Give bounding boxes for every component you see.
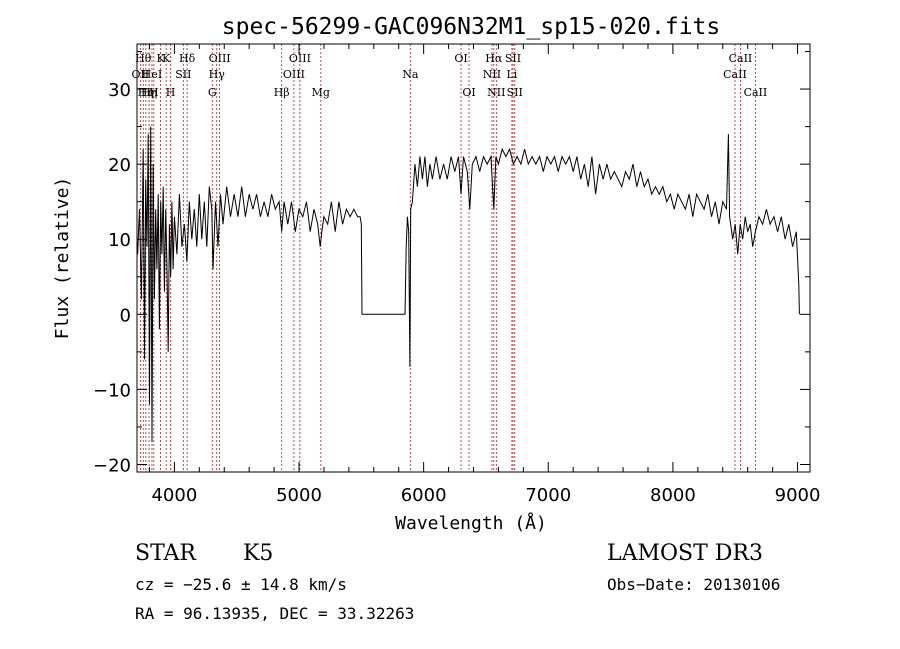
- spectral-line-label: Hδ: [179, 52, 196, 65]
- object-class: STAR: [135, 541, 197, 566]
- coordinates: RA = 96.13935, DEC = 33.32263: [135, 604, 414, 623]
- x-axis-label: Wavelength (Å): [395, 512, 547, 534]
- spectral-line-label: OIII: [209, 52, 231, 65]
- y-axis-ticks: −20 −10 0 10 20 30: [93, 51, 810, 476]
- y-tick-label: 20: [108, 155, 131, 176]
- spectral-line-label: CaII: [729, 52, 753, 65]
- y-tick-label: −10: [93, 380, 131, 401]
- spectral-line-label: CaII: [744, 86, 768, 99]
- spectral-line-labels: OIIHθHηHηHeIHKKHSIIHδGHγOIIIHβOIIIOIIIMg…: [132, 52, 768, 99]
- spectral-line-label: H: [149, 86, 159, 99]
- spectral-line-label: NII: [483, 68, 501, 81]
- x-tick-label: 7000: [525, 485, 571, 506]
- spectral-line-label: OI: [462, 86, 475, 99]
- spectral-line-label: Hβ: [274, 86, 290, 99]
- plot-frame: [136, 43, 811, 473]
- spectral-line-label: K: [162, 52, 171, 65]
- x-tick-label: 9000: [775, 485, 821, 506]
- spectral-line-label: SII: [505, 52, 521, 65]
- spectral-line-label: Na: [402, 68, 419, 81]
- spectral-line-label: NII: [487, 86, 505, 99]
- spectral-line-label: OIII: [283, 68, 305, 81]
- spectral-line-label: Hθ: [135, 52, 152, 65]
- spectral-line-label: SII: [507, 86, 523, 99]
- x-tick-label: 8000: [650, 485, 696, 506]
- spectral-line-markers: [139, 44, 756, 472]
- x-tick-label: 6000: [401, 485, 447, 506]
- y-axis-label: Flux (relative): [52, 177, 73, 340]
- spectral-line-label: OIII: [289, 52, 311, 65]
- object-subclass: K5: [243, 541, 273, 566]
- y-tick-label: 30: [108, 80, 131, 101]
- spectral-line-label: Li: [506, 68, 517, 81]
- survey-name: LAMOST DR3: [607, 541, 763, 566]
- y-tick-label: 0: [120, 305, 131, 326]
- spectral-line-label: Hα: [485, 52, 503, 65]
- spectrum-series-line: [137, 126, 800, 443]
- observation-date: Obs−Date: 20130106: [607, 575, 780, 594]
- spectral-line-label: HeI: [142, 68, 162, 81]
- spectral-line-label: H: [166, 86, 176, 99]
- redshift-cz: cz = −25.6 ± 14.8 km/s: [135, 575, 347, 594]
- spectral-line-label: Mg: [312, 86, 330, 99]
- chart-title: spec-56299-GAC096N32M1_sp15-020.fits: [222, 14, 721, 40]
- spectral-line-label: G: [208, 86, 217, 99]
- y-tick-label: 10: [108, 230, 131, 251]
- x-axis-ticks: 4000 5000 6000 7000 8000 9000: [148, 44, 821, 506]
- spectral-line-label: OI: [454, 52, 467, 65]
- x-tick-label: 5000: [276, 485, 322, 506]
- y-tick-label: −20: [93, 455, 131, 476]
- spectral-line-label: CaII: [723, 68, 747, 81]
- spectral-line-label: SII: [175, 68, 191, 81]
- spectral-line-label: K: [156, 52, 165, 65]
- spectral-line-label: Hγ: [209, 68, 226, 81]
- x-tick-label: 4000: [151, 485, 197, 506]
- spectral-line-label: OII: [132, 68, 150, 81]
